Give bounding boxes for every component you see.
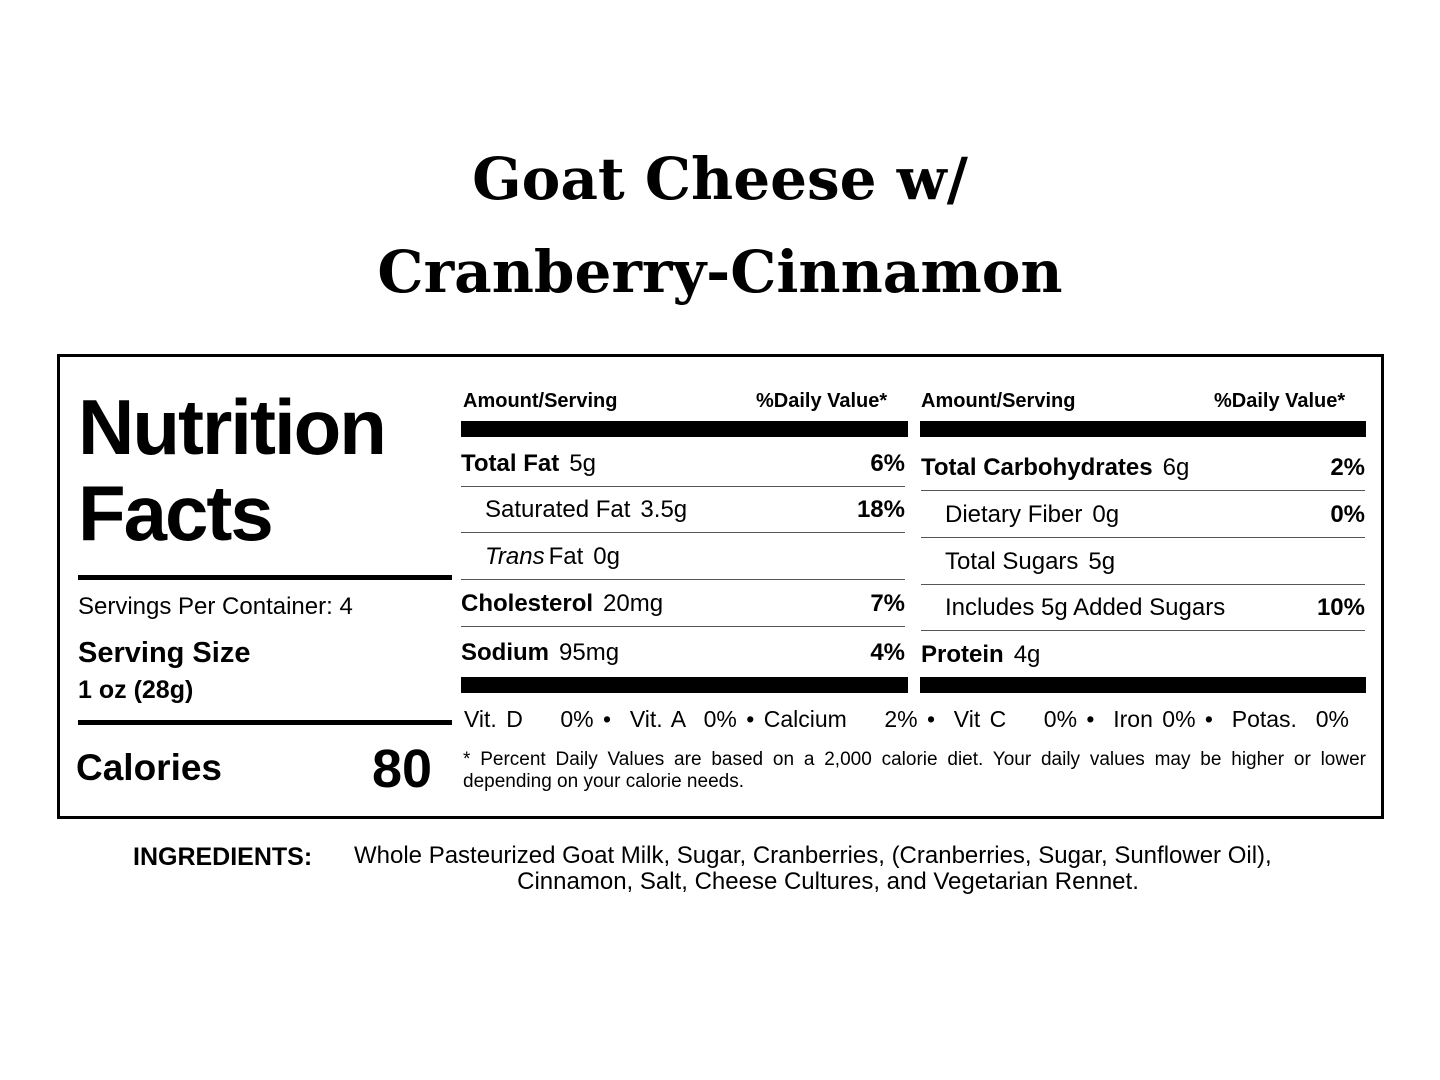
nutrient-daily-value: 0% bbox=[1330, 500, 1365, 528]
nutrient-row: Dietary Fiber 0g 0% bbox=[921, 492, 1365, 538]
heading-facts: Facts bbox=[78, 469, 274, 557]
nutrient-amount: 5g bbox=[569, 449, 596, 477]
nutrient-row: Saturated Fat 3.5g 18% bbox=[461, 487, 905, 533]
nutrient-amount: 0g bbox=[593, 542, 620, 570]
nutrient-row: Total Sugars 5g bbox=[921, 539, 1365, 585]
nutrient-name-suffix: Fat bbox=[548, 542, 584, 570]
nutrient-amount: 95mg bbox=[559, 639, 620, 666]
nutrition-facts-panel bbox=[57, 354, 1384, 819]
nutrient-row: Sodium 95mg 4% bbox=[461, 630, 905, 676]
nutrient-amount: 3.5g bbox=[640, 495, 688, 523]
calories-value: 80 bbox=[372, 739, 433, 799]
nutrient-daily-value: 4% bbox=[870, 639, 905, 666]
servings-per-container: Servings Per Container: 4 bbox=[78, 593, 353, 620]
amount-header: Amount/Serving bbox=[463, 390, 618, 412]
nutrient-name: Cholesterol bbox=[461, 589, 594, 617]
thick-bar bbox=[461, 677, 908, 693]
dv-header: %Daily Value* bbox=[1214, 390, 1346, 412]
daily-value-footnote: * Percent Daily Values are based on a 2,… bbox=[463, 749, 1366, 792]
heading-nutrition: Nutrition bbox=[78, 383, 387, 471]
nutrient-daily-value: 2% bbox=[1330, 453, 1365, 481]
nutrient-amount: 5g bbox=[1088, 547, 1116, 575]
thick-bar bbox=[920, 421, 1366, 437]
calories-label: Calories bbox=[76, 747, 223, 788]
nutrient-name: Total Carbohydrates bbox=[921, 453, 1153, 481]
nutrient-daily-value: 7% bbox=[870, 589, 905, 617]
amount-header: Amount/Serving bbox=[921, 390, 1076, 412]
thick-bar bbox=[920, 677, 1366, 693]
ingredients-line2: Cinnamon, Salt, Cheese Cultures, and Veg… bbox=[517, 868, 1139, 895]
nutrient-amount: 0g bbox=[1092, 500, 1120, 528]
serving-size-label: Serving Size bbox=[78, 637, 251, 669]
nutrient-amount: 6g bbox=[1162, 453, 1190, 481]
nutrient-name: Sodium bbox=[461, 639, 549, 666]
ingredients-label: INGREDIENTS: bbox=[133, 843, 313, 871]
thick-bar bbox=[461, 421, 908, 437]
divider bbox=[78, 575, 452, 580]
nutrient-name: Protein bbox=[921, 641, 1004, 668]
product-title-line1: Goat Cheese w/ bbox=[472, 145, 968, 213]
nutrient-row: Total Carbohydrates 6g 2% bbox=[921, 445, 1365, 491]
nutrient-name: Dietary Fiber bbox=[945, 500, 1083, 528]
nutrient-amount: 4g bbox=[1013, 641, 1041, 668]
nutrient-row: Cholesterol 20mg 7% bbox=[461, 581, 905, 627]
nutrient-daily-value: 10% bbox=[1316, 593, 1365, 621]
ingredients-line1: Whole Pasteurized Goat Milk, Sugar, Cran… bbox=[354, 842, 1272, 869]
nutrient-row: Total Fat 5g 6% bbox=[461, 441, 905, 487]
product-title-line2: Cranberry-Cinnamon bbox=[377, 238, 1063, 306]
nutrient-daily-value: 18% bbox=[856, 495, 905, 523]
nutrient-amount: 20mg bbox=[603, 589, 664, 617]
nutrient-name: Trans bbox=[485, 542, 545, 570]
nutrient-name: Includes 5g Added Sugars bbox=[945, 593, 1226, 621]
nutrient-row: Includes 5g Added Sugars 10% bbox=[921, 585, 1365, 631]
nutrient-row: Trans Fat 0g bbox=[461, 534, 905, 580]
serving-size-value: 1 oz (28g) bbox=[78, 676, 194, 704]
vitamins-minerals: Vit. D 0% • Vit. A 0% • Calcium 2% • Vit… bbox=[464, 706, 1349, 732]
nutrient-name: Total Fat bbox=[461, 449, 560, 477]
nutrient-row: Protein 4g bbox=[921, 632, 1365, 678]
dv-header: %Daily Value* bbox=[756, 390, 888, 412]
divider bbox=[78, 720, 452, 725]
nutrient-name: Saturated Fat bbox=[485, 495, 631, 523]
nutrient-daily-value: 6% bbox=[870, 449, 905, 477]
nutrient-name: Total Sugars bbox=[945, 547, 1079, 575]
